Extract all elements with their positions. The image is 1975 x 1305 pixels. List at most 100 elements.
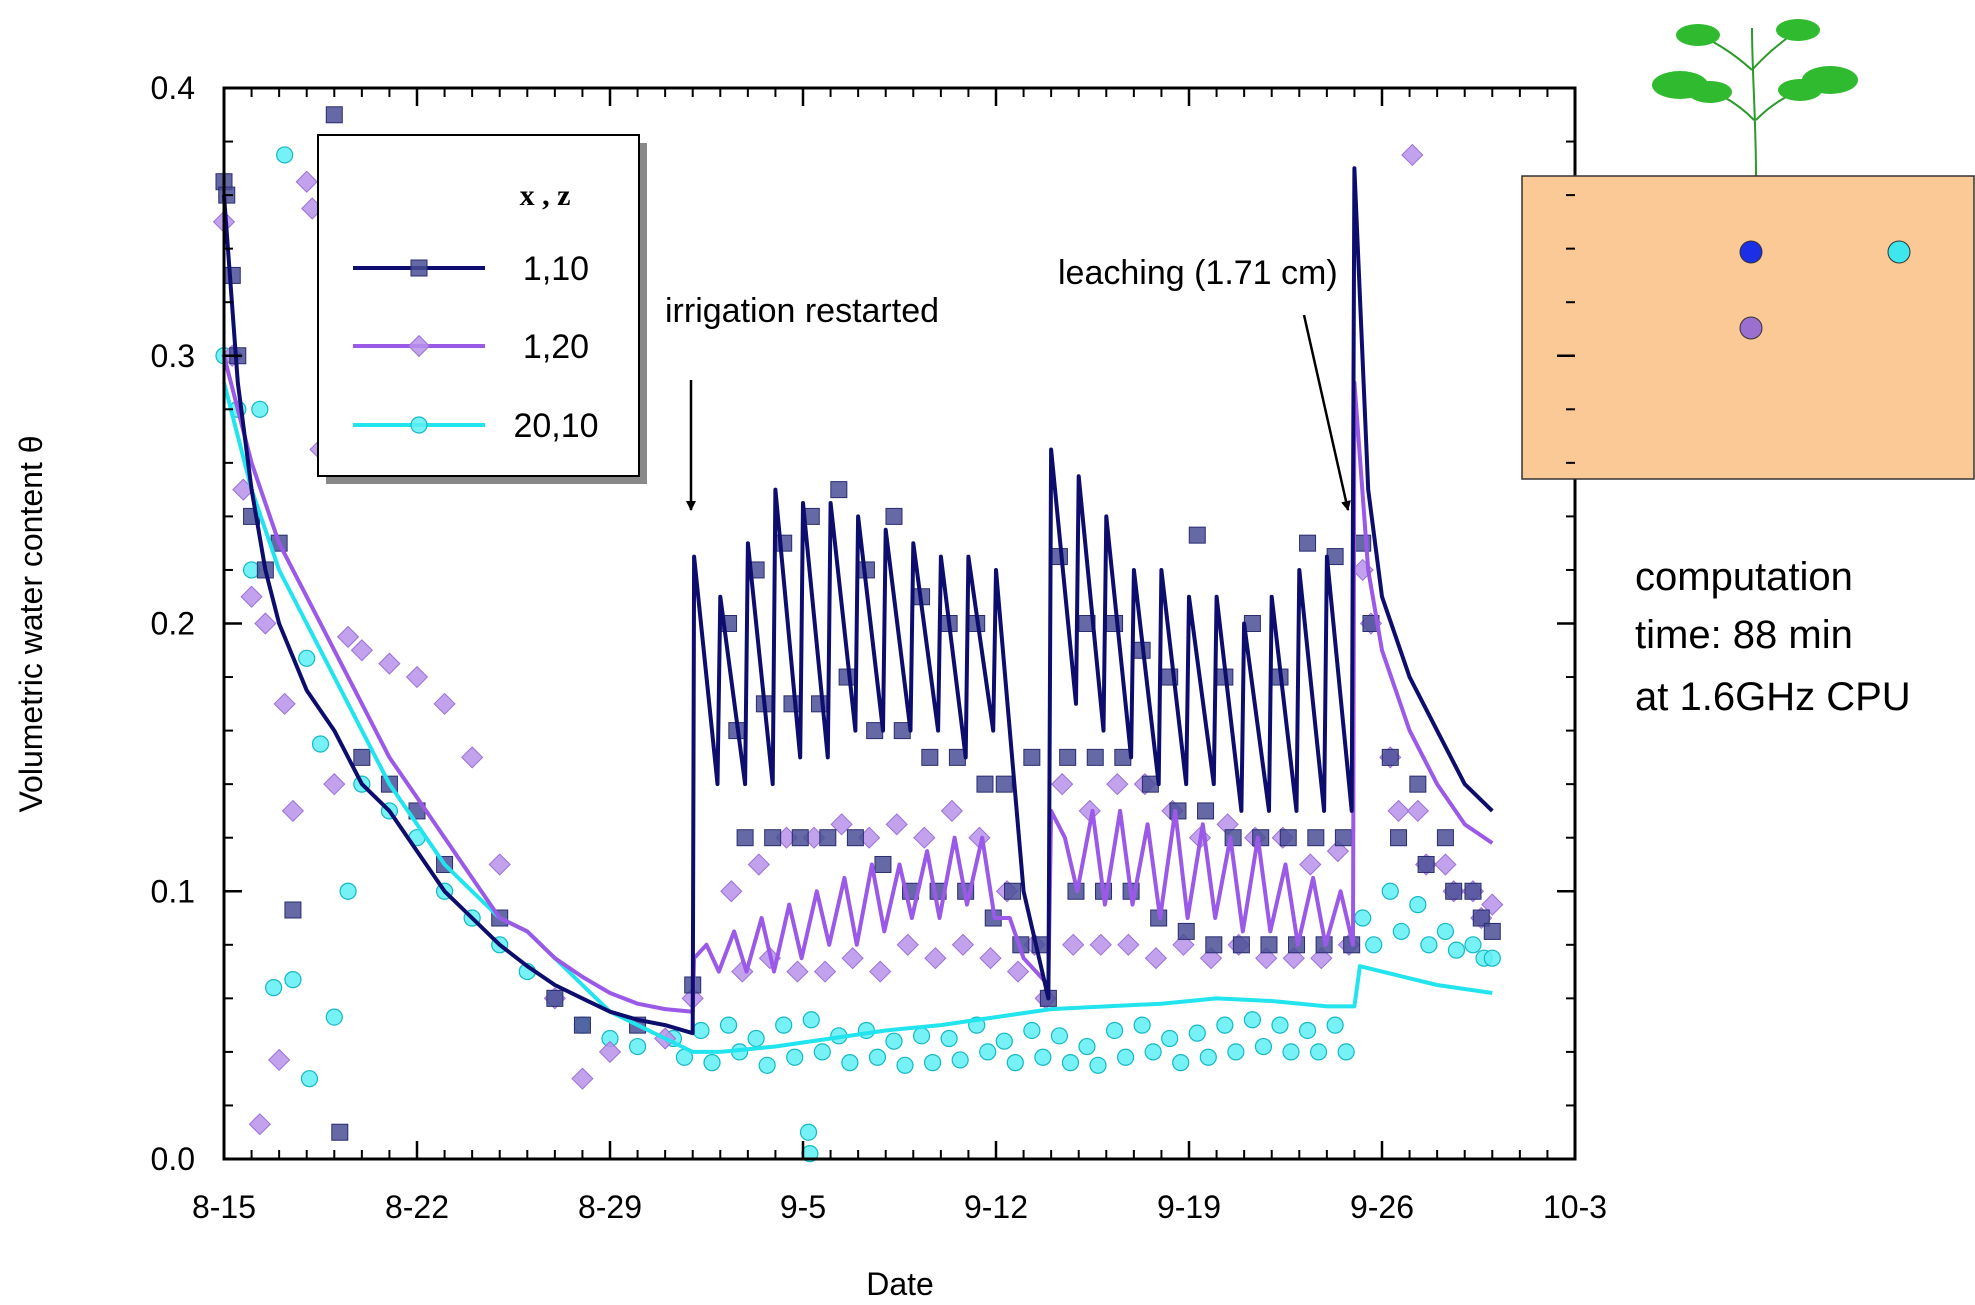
measured-point [1023, 748, 1041, 766]
measured-point [1271, 1016, 1289, 1034]
measured-point [1051, 773, 1074, 796]
measured-point [802, 1011, 820, 1029]
measured-point [1436, 922, 1455, 941]
legend-label: 1,20 [523, 328, 589, 366]
measured-point [1387, 799, 1410, 823]
measured-point [813, 960, 837, 983]
measured-point [1061, 1054, 1080, 1072]
measured-point [573, 1016, 591, 1034]
sensor-dot [1739, 316, 1763, 340]
measured-point [841, 947, 864, 970]
measured-point [940, 799, 963, 823]
measured-point [747, 1029, 765, 1048]
measured-point [273, 692, 296, 715]
measured-point [339, 882, 357, 900]
measured-point [1199, 1048, 1217, 1066]
measured-point [1392, 922, 1410, 941]
measured-point [1114, 748, 1132, 766]
measured-point [874, 855, 892, 873]
measured-point [1116, 1048, 1135, 1066]
series-line [222, 382, 1493, 1054]
leaf [1676, 24, 1720, 46]
measured-point [775, 1016, 793, 1034]
x-axis-label: Date [866, 1266, 934, 1302]
measured-point [885, 507, 903, 525]
measured-point [1243, 1011, 1262, 1029]
measured-point [951, 1051, 969, 1069]
measured-point [1188, 526, 1206, 544]
measured-point [1309, 1043, 1328, 1061]
measured-point [284, 971, 302, 989]
measured-point [995, 1032, 1013, 1050]
measured-point [1390, 829, 1408, 847]
measured-point [1197, 802, 1215, 820]
measured-point [1472, 909, 1490, 927]
measured-point [300, 1070, 319, 1088]
y-tick-label: 0.1 [151, 873, 195, 909]
measured-point [336, 625, 360, 648]
measured-point [254, 612, 277, 635]
measured-point [1004, 882, 1022, 900]
measured-point [1483, 922, 1501, 940]
measured-point [488, 853, 511, 876]
legend-label: 1,10 [523, 250, 589, 288]
y-tick-label: 0.3 [151, 338, 195, 374]
measured-point [830, 481, 848, 499]
measured-point [1381, 882, 1399, 900]
measured-point [378, 652, 401, 675]
measured-point [921, 748, 939, 766]
leaf [1688, 81, 1732, 103]
measured-point [866, 722, 884, 740]
measured-point [353, 748, 371, 766]
measured-point [325, 1008, 343, 1026]
measured-point [410, 259, 428, 277]
measured-point [923, 1054, 942, 1072]
leaf [1778, 79, 1822, 101]
measured-point [786, 960, 809, 983]
measured-point [1117, 933, 1140, 956]
measured-point [1144, 1043, 1162, 1061]
measured-point [1334, 829, 1352, 847]
note: computation [1635, 555, 1853, 599]
measured-point [1464, 882, 1482, 900]
measured-point [1326, 548, 1344, 566]
measured-point [979, 947, 1002, 970]
measured-point [1023, 1021, 1041, 1040]
measured-point [311, 735, 330, 753]
measured-point [1326, 1016, 1344, 1034]
measured-point [1298, 1021, 1317, 1040]
measured-point [1188, 1024, 1206, 1042]
measured-point [940, 1029, 958, 1048]
measured-point [1059, 748, 1077, 766]
measured-point [995, 775, 1013, 793]
annotation: leaching (1.71 cm) [1058, 254, 1338, 292]
measured-point [1464, 936, 1482, 954]
measured-point [1086, 748, 1104, 766]
measured-point [1089, 933, 1112, 956]
measured-point [976, 775, 994, 793]
measured-point [1260, 936, 1278, 954]
series-line [222, 355, 1494, 1014]
measured-point [885, 813, 908, 836]
measured-point [323, 773, 346, 796]
measured-point [350, 639, 373, 662]
x-tick-label: 9-19 [1157, 1189, 1221, 1225]
measured-point [1034, 1048, 1052, 1066]
measured-point [1299, 853, 1322, 876]
measured-point [846, 829, 864, 847]
measured-point [1326, 839, 1349, 863]
measured-point [598, 1040, 622, 1064]
annotation-arrow [1302, 314, 1351, 511]
measured-point [819, 829, 837, 847]
measured-point [896, 1056, 914, 1074]
measured-point [1106, 773, 1129, 796]
measured-point [1354, 909, 1372, 927]
measured-point [1445, 882, 1463, 900]
measured-point [786, 1048, 804, 1066]
measured-point [951, 933, 975, 956]
measured-point [1216, 1016, 1234, 1034]
x-tick-label: 9-5 [780, 1189, 826, 1225]
measured-point [295, 170, 318, 193]
measured-point [1420, 936, 1438, 954]
measured-point [791, 829, 809, 847]
